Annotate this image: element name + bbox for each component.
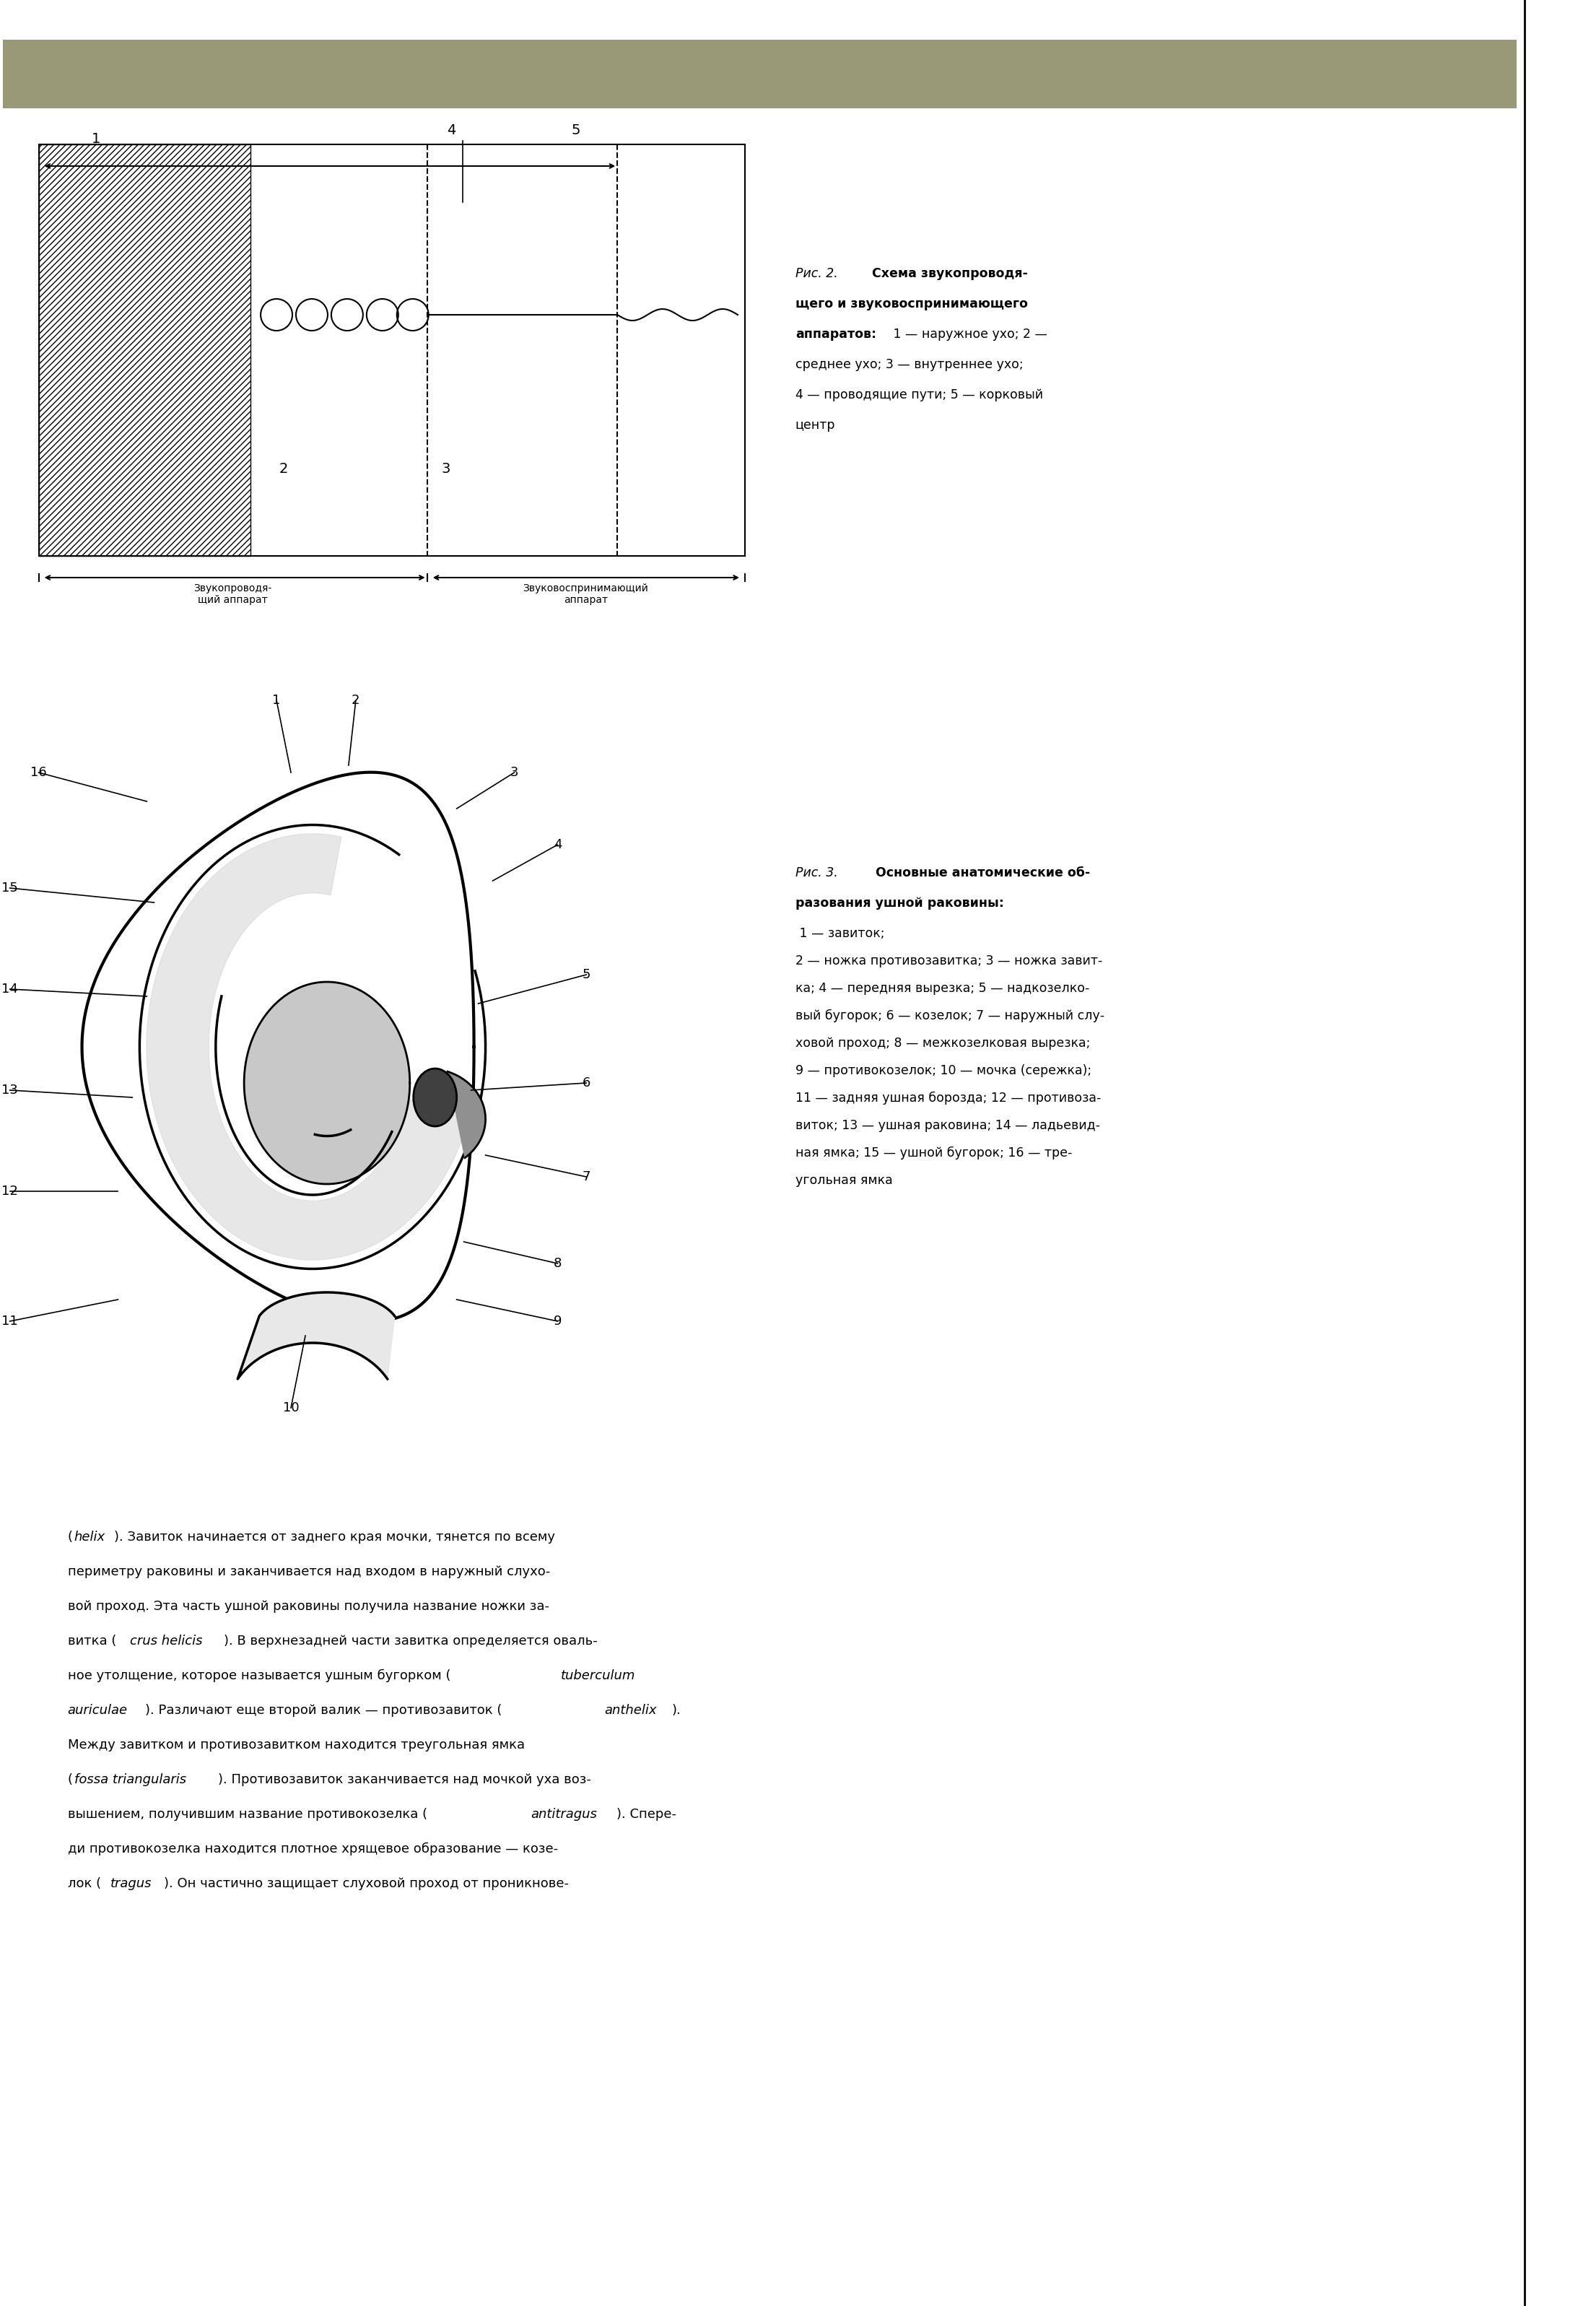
Text: ная ямка; 15 — ушной бугорок; 16 — тре-: ная ямка; 15 — ушной бугорок; 16 — тре- bbox=[795, 1146, 1073, 1160]
Text: ). Различают еще второй валик — противозавиток (: ). Различают еще второй валик — противоз… bbox=[145, 1704, 501, 1718]
Text: Основные анатомические об-: Основные анатомические об- bbox=[871, 867, 1090, 879]
Text: ). В верхнезадней части завитка определяется оваль-: ). В верхнезадней части завитка определя… bbox=[223, 1635, 597, 1646]
Text: угольная ямка: угольная ямка bbox=[795, 1174, 892, 1188]
Text: 10: 10 bbox=[282, 1402, 298, 1414]
Text: 2: 2 bbox=[351, 694, 361, 708]
Text: 9: 9 bbox=[554, 1314, 562, 1328]
Text: 4 — проводящие пути; 5 — корковый: 4 — проводящие пути; 5 — корковый bbox=[795, 387, 1044, 401]
Bar bbox=[38, 145, 251, 556]
Text: 11: 11 bbox=[2, 1314, 18, 1328]
Text: tragus: tragus bbox=[110, 1877, 152, 1891]
Text: ка; 4 — передняя вырезка; 5 — надкозелко-: ка; 4 — передняя вырезка; 5 — надкозелко… bbox=[795, 982, 1090, 994]
Text: 2 — ножка противозавитка; 3 — ножка завит-: 2 — ножка противозавитка; 3 — ножка зави… bbox=[795, 955, 1103, 969]
Text: 13: 13 bbox=[2, 1084, 18, 1098]
Text: 1: 1 bbox=[93, 131, 101, 145]
Text: виток; 13 — ушная раковина; 14 — ладьевид-: виток; 13 — ушная раковина; 14 — ладьеви… bbox=[795, 1118, 1100, 1132]
Text: 1 — завиток;: 1 — завиток; bbox=[795, 927, 884, 941]
Text: вый бугорок; 6 — козелок; 7 — наружный слу-: вый бугорок; 6 — козелок; 7 — наружный с… bbox=[795, 1010, 1104, 1022]
Polygon shape bbox=[244, 982, 410, 1183]
Text: Звукопроводя-
щий аппарат: Звукопроводя- щий аппарат bbox=[193, 583, 271, 604]
Text: 14: 14 bbox=[2, 982, 18, 996]
Text: fossa triangularis: fossa triangularis bbox=[73, 1773, 187, 1787]
Text: среднее ухо; 3 — внутреннее ухо;: среднее ухо; 3 — внутреннее ухо; bbox=[795, 357, 1023, 371]
Text: Рис. 2.: Рис. 2. bbox=[795, 267, 838, 279]
Text: лок (: лок ( bbox=[67, 1877, 101, 1891]
Text: ). Он частично защищает слуховой проход от проникнове-: ). Он частично защищает слуховой проход … bbox=[164, 1877, 568, 1891]
Text: 8: 8 bbox=[554, 1257, 562, 1271]
Text: helix: helix bbox=[73, 1531, 105, 1543]
Text: ). Спере-: ). Спере- bbox=[616, 1808, 677, 1822]
Bar bbox=[38, 145, 251, 556]
Bar bbox=[3, 39, 1516, 108]
Text: вышением, получившим название противокозелка (: вышением, получившим название противокоз… bbox=[67, 1808, 428, 1822]
Text: центр: центр bbox=[795, 420, 835, 431]
Text: Схема звукопроводя-: Схема звукопроводя- bbox=[868, 267, 1028, 279]
Text: 4: 4 bbox=[554, 837, 562, 851]
Text: вой проход. Эта часть ушной раковины получила название ножки за-: вой проход. Эта часть ушной раковины пол… bbox=[67, 1600, 549, 1612]
Text: antitragus: antitragus bbox=[531, 1808, 597, 1822]
Text: 12: 12 bbox=[2, 1185, 18, 1197]
Text: tuberculum: tuberculum bbox=[560, 1670, 635, 1681]
Text: 9 — противокозелок; 10 — мочка (сережка);: 9 — противокозелок; 10 — мочка (сережка)… bbox=[795, 1063, 1092, 1077]
Text: auriculae: auriculae bbox=[67, 1704, 128, 1718]
Text: ). Завиток начинается от заднего края мочки, тянется по всему: ). Завиток начинается от заднего края мо… bbox=[115, 1531, 555, 1543]
Text: (: ( bbox=[67, 1531, 72, 1543]
Text: 6: 6 bbox=[583, 1077, 591, 1088]
Text: 5: 5 bbox=[571, 125, 579, 136]
Ellipse shape bbox=[413, 1068, 456, 1125]
Text: crus helicis: crus helicis bbox=[131, 1635, 203, 1646]
Text: аппаратов:: аппаратов: bbox=[795, 327, 876, 341]
Text: периметру раковины и заканчивается над входом в наружный слухо-: периметру раковины и заканчивается над в… bbox=[67, 1566, 551, 1577]
Text: Звуковоспринимающий
аппарат: Звуковоспринимающий аппарат bbox=[523, 583, 648, 604]
Polygon shape bbox=[81, 773, 474, 1321]
Text: 11 — задняя ушная борозда; 12 — противоза-: 11 — задняя ушная борозда; 12 — противоз… bbox=[795, 1091, 1101, 1105]
Text: ховой проход; 8 — межкозелковая вырезка;: ховой проход; 8 — межкозелковая вырезка; bbox=[795, 1038, 1090, 1049]
Text: ).: ). bbox=[672, 1704, 681, 1718]
Text: anthelix: anthelix bbox=[605, 1704, 658, 1718]
Text: ). Противозавиток заканчивается над мочкой уха воз-: ). Противозавиток заканчивается над мочк… bbox=[219, 1773, 592, 1787]
Text: ное утолщение, которое называется ушным бугорком (: ное утолщение, которое называется ушным … bbox=[67, 1670, 450, 1683]
Text: 36   Оториноларингология: 36 Оториноларингология bbox=[43, 44, 259, 58]
Text: 3: 3 bbox=[511, 766, 519, 779]
Text: 4: 4 bbox=[447, 125, 456, 136]
Text: 2: 2 bbox=[279, 461, 289, 475]
Text: 7: 7 bbox=[583, 1171, 591, 1183]
Text: 1: 1 bbox=[273, 694, 281, 708]
Bar bbox=[38, 145, 745, 556]
Text: разования ушной раковины:: разования ушной раковины: bbox=[795, 897, 1004, 909]
Text: витка (: витка ( bbox=[67, 1635, 117, 1646]
Polygon shape bbox=[147, 835, 469, 1259]
Polygon shape bbox=[447, 1072, 485, 1158]
Text: ди противокозелка находится плотное хрящевое образование — козе-: ди противокозелка находится плотное хрящ… bbox=[67, 1842, 557, 1856]
Text: Рис. 3.: Рис. 3. bbox=[795, 867, 838, 879]
Text: 5: 5 bbox=[583, 969, 591, 980]
Text: (: ( bbox=[67, 1773, 72, 1787]
Text: 1 — наружное ухо; 2 —: 1 — наружное ухо; 2 — bbox=[889, 327, 1047, 341]
Text: 3: 3 bbox=[442, 461, 450, 475]
Polygon shape bbox=[238, 1291, 394, 1379]
Text: щего и звуковоспринимающего: щего и звуковоспринимающего bbox=[795, 297, 1028, 311]
Text: 15: 15 bbox=[2, 881, 18, 895]
Text: Между завитком и противозавитком находится треугольная ямка: Между завитком и противозавитком находит… bbox=[67, 1739, 525, 1753]
Text: 16: 16 bbox=[30, 766, 46, 779]
